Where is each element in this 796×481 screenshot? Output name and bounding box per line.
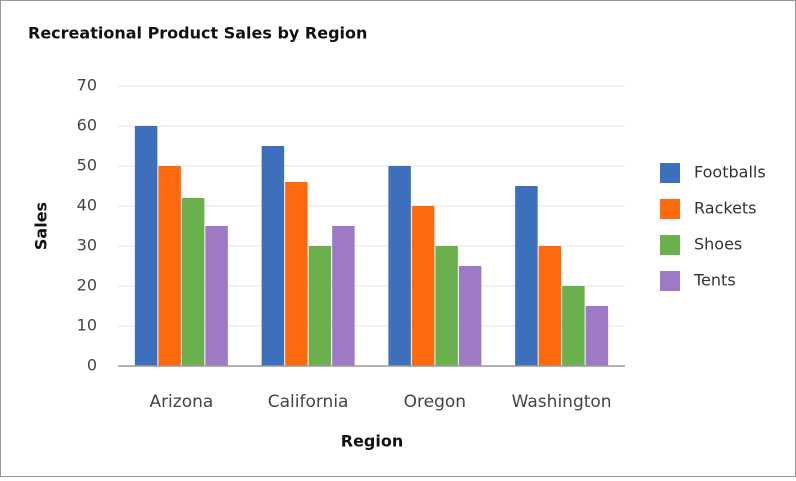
- y-tick-label: 20: [77, 276, 97, 295]
- y-tick-label: 50: [77, 156, 97, 175]
- y-axis-label: Sales: [32, 202, 51, 250]
- bar: [435, 246, 458, 366]
- legend-swatch: [660, 163, 680, 183]
- y-tick-label: 10: [77, 316, 97, 335]
- x-axis-label: Region: [341, 432, 404, 451]
- bar: [181, 198, 205, 366]
- y-tick-label: 60: [77, 116, 97, 135]
- bar: [515, 186, 538, 366]
- bar: [134, 126, 158, 366]
- bar: [205, 226, 228, 366]
- bar: [308, 246, 332, 366]
- y-tick-label: 0: [87, 356, 97, 375]
- legend-label: Rackets: [694, 199, 757, 218]
- x-tick-label: Oregon: [404, 392, 466, 412]
- bar: [388, 166, 411, 366]
- y-tick-label: 40: [77, 196, 97, 215]
- y-tick-label: 70: [77, 76, 97, 95]
- legend-label: Footballs: [694, 163, 766, 182]
- x-tick-label: Washington: [512, 392, 612, 412]
- legend-swatch: [660, 235, 680, 255]
- y-tick-label: 30: [77, 236, 97, 255]
- bar: [458, 266, 482, 366]
- legend-label: Shoes: [694, 235, 742, 254]
- x-tick-label: Arizona: [149, 392, 213, 412]
- bar: [158, 166, 181, 366]
- bar: [538, 246, 562, 366]
- x-tick-label: California: [268, 392, 349, 412]
- bar: [285, 182, 308, 366]
- bar: [562, 286, 585, 366]
- bar: [332, 226, 355, 366]
- legend-label: Tents: [693, 271, 736, 290]
- bar: [411, 206, 435, 366]
- chart-title: Recreational Product Sales by Region: [28, 24, 367, 43]
- bar: [261, 146, 285, 366]
- bar: [585, 306, 609, 366]
- legend-swatch: [660, 199, 680, 219]
- legend-swatch: [660, 271, 680, 291]
